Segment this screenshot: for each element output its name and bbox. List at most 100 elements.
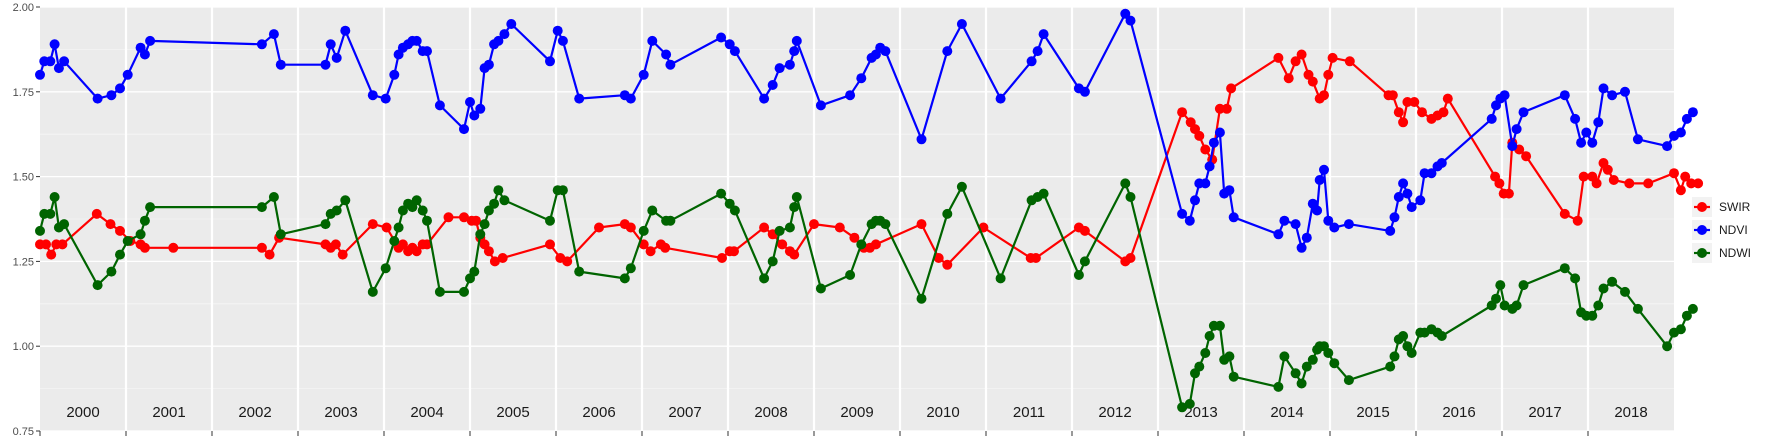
legend-key-dot bbox=[1697, 202, 1707, 212]
data-point-swir bbox=[1693, 178, 1704, 189]
data-point-swir bbox=[1643, 178, 1654, 189]
data-point-ndvi bbox=[759, 93, 770, 104]
data-point-swir bbox=[381, 222, 392, 233]
data-point-ndvi bbox=[465, 97, 475, 107]
y-tick-label: 1.50 bbox=[13, 172, 34, 184]
data-point-ndwi bbox=[1495, 280, 1506, 291]
data-point-ndvi bbox=[1593, 117, 1604, 128]
data-point-ndwi bbox=[320, 219, 331, 230]
data-point-ndwi bbox=[557, 185, 568, 196]
data-point-ndvi bbox=[1273, 229, 1284, 240]
data-point-ndwi bbox=[1214, 320, 1225, 331]
data-point-ndwi bbox=[1675, 324, 1686, 335]
data-point-ndvi bbox=[320, 59, 331, 70]
data-point-swir bbox=[1344, 56, 1355, 67]
data-point-ndwi bbox=[1307, 354, 1318, 365]
data-point-ndvi bbox=[475, 103, 486, 114]
data-point-swir bbox=[1438, 107, 1449, 118]
data-point-ndvi bbox=[1415, 195, 1426, 206]
y-tick-label: 0.75 bbox=[13, 426, 34, 438]
data-point-ndvi bbox=[1296, 242, 1307, 253]
data-point-ndwi bbox=[1296, 378, 1307, 389]
data-point-swir bbox=[337, 249, 348, 260]
data-point-ndvi bbox=[665, 59, 676, 70]
data-point-ndwi bbox=[122, 236, 133, 246]
data-point-ndvi bbox=[1398, 178, 1409, 189]
data-point-ndvi bbox=[1125, 15, 1136, 26]
data-point-ndwi bbox=[459, 286, 469, 297]
data-point-swir bbox=[1608, 175, 1619, 185]
data-point-swir bbox=[1283, 73, 1294, 84]
data-point-ndvi bbox=[856, 73, 867, 84]
legend-label: NDWI bbox=[1719, 246, 1751, 260]
data-point-ndwi bbox=[422, 215, 432, 226]
data-point-ndwi bbox=[845, 270, 856, 280]
data-point-ndwi bbox=[35, 225, 45, 236]
legend-key-dot bbox=[1697, 225, 1707, 235]
data-point-ndwi bbox=[1079, 256, 1090, 267]
data-point-ndvi bbox=[53, 63, 64, 74]
data-point-swir bbox=[105, 219, 116, 230]
data-point-ndwi bbox=[145, 202, 156, 213]
data-point-ndwi bbox=[493, 185, 504, 196]
data-point-swir bbox=[849, 232, 860, 243]
data-point-swir bbox=[1273, 52, 1284, 63]
data-point-ndvi bbox=[1486, 113, 1497, 124]
data-point-swir bbox=[1572, 215, 1583, 226]
data-point-swir bbox=[645, 246, 656, 257]
data-point-swir bbox=[1200, 144, 1211, 155]
data-point-ndvi bbox=[459, 124, 469, 135]
data-point-ndvi bbox=[784, 59, 795, 70]
data-point-ndwi bbox=[1385, 361, 1396, 372]
data-point-ndwi bbox=[340, 195, 351, 206]
data-point-swir bbox=[1030, 253, 1041, 263]
data-point-swir bbox=[562, 256, 573, 267]
data-point-ndwi bbox=[767, 256, 778, 267]
legend-key-dot bbox=[1697, 248, 1707, 258]
data-point-ndvi bbox=[411, 35, 422, 46]
data-point-ndwi bbox=[1125, 192, 1136, 202]
data-point-swir bbox=[594, 222, 604, 233]
data-point-swir bbox=[942, 259, 953, 270]
data-point-ndwi bbox=[106, 266, 117, 277]
data-point-ndvi bbox=[1436, 158, 1447, 168]
data-point-swir bbox=[1624, 178, 1635, 189]
legend-label: SWIR bbox=[1719, 200, 1751, 214]
data-point-ndwi bbox=[856, 239, 867, 250]
data-point-ndwi bbox=[393, 222, 404, 233]
data-point-ndwi bbox=[1290, 368, 1301, 379]
data-point-ndvi bbox=[1675, 127, 1686, 138]
data-point-swir bbox=[1221, 103, 1232, 114]
data-point-swir bbox=[497, 253, 508, 263]
data-point-ndvi bbox=[1032, 46, 1043, 57]
data-point-ndwi bbox=[135, 229, 146, 240]
data-point-ndvi bbox=[1426, 168, 1437, 179]
data-point-ndwi bbox=[1301, 361, 1312, 372]
data-point-ndwi bbox=[1177, 402, 1188, 413]
data-point-ndvi bbox=[92, 93, 103, 104]
data-point-swir bbox=[870, 239, 881, 250]
data-point-swir bbox=[625, 222, 636, 233]
year-label: 2004 bbox=[410, 404, 443, 421]
data-point-ndwi bbox=[791, 192, 802, 202]
data-point-ndwi bbox=[1499, 300, 1510, 311]
data-point-ndwi bbox=[1406, 348, 1417, 358]
data-point-ndvi bbox=[434, 100, 445, 111]
data-point-swir bbox=[459, 212, 469, 223]
data-point-ndwi bbox=[331, 205, 342, 216]
data-point-ndwi bbox=[1491, 293, 1501, 304]
data-point-swir bbox=[471, 215, 481, 226]
data-point-ndwi bbox=[1662, 341, 1673, 352]
data-point-swir bbox=[41, 239, 51, 250]
legend: SWIR NDVI NDWI bbox=[1692, 197, 1751, 263]
data-point-ndvi bbox=[791, 35, 802, 46]
data-point-ndwi bbox=[1398, 331, 1409, 341]
data-point-ndvi bbox=[789, 46, 800, 57]
data-point-swir bbox=[729, 246, 739, 257]
data-point-swir bbox=[1290, 56, 1301, 67]
year-label: 2018 bbox=[1614, 404, 1647, 421]
data-point-swir bbox=[139, 242, 150, 253]
data-point-ndvi bbox=[1204, 161, 1215, 172]
data-point-ndvi bbox=[774, 63, 785, 74]
